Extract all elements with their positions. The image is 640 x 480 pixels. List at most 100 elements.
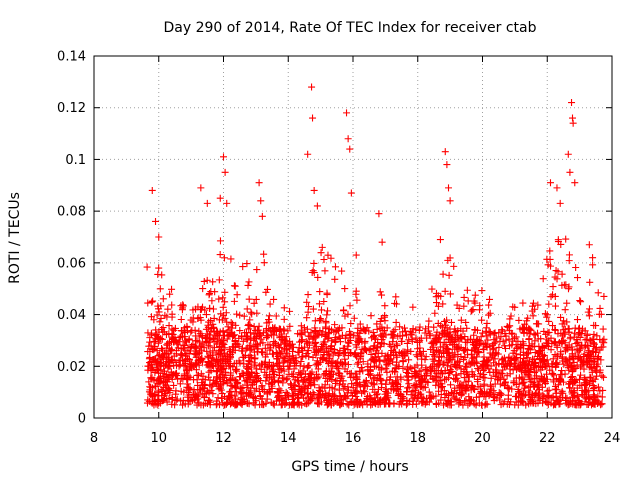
data-point	[297, 337, 305, 345]
data-point	[356, 367, 364, 375]
data-point	[392, 387, 400, 395]
data-point	[292, 359, 300, 367]
data-point	[383, 324, 391, 332]
data-point	[592, 397, 600, 405]
data-point	[488, 351, 496, 359]
data-point	[526, 368, 534, 376]
data-point	[527, 393, 535, 401]
data-point	[303, 314, 311, 322]
data-point	[199, 358, 207, 366]
data-point	[572, 340, 580, 348]
data-point	[296, 371, 304, 379]
data-point	[560, 337, 568, 345]
data-point	[331, 321, 339, 329]
data-point	[409, 397, 417, 405]
data-point	[289, 372, 297, 380]
data-point	[272, 342, 280, 350]
data-point	[330, 328, 338, 336]
data-point	[367, 312, 375, 320]
data-point	[314, 360, 322, 368]
data-point	[527, 326, 535, 334]
data-point	[577, 371, 585, 379]
data-point	[443, 324, 451, 332]
data-point	[399, 364, 407, 372]
data-point	[429, 340, 437, 348]
data-point	[576, 297, 584, 305]
data-point	[246, 322, 254, 330]
data-point	[255, 322, 263, 330]
data-point	[564, 325, 572, 333]
data-point	[168, 394, 176, 402]
data-point	[183, 355, 191, 363]
data-point	[505, 335, 513, 343]
data-point	[438, 323, 446, 331]
data-point	[455, 343, 463, 351]
data-point	[468, 381, 476, 389]
data-point	[575, 325, 583, 333]
data-point	[565, 384, 573, 392]
data-point	[197, 184, 205, 192]
data-point	[416, 344, 424, 352]
data-point	[476, 383, 484, 391]
data-point	[234, 400, 242, 408]
data-point	[578, 357, 586, 365]
data-point	[296, 362, 304, 370]
data-point	[316, 288, 324, 296]
data-point	[376, 342, 384, 350]
data-point	[487, 362, 495, 370]
data-point	[347, 373, 355, 381]
data-point	[243, 305, 251, 313]
data-point	[451, 395, 459, 403]
data-point	[480, 370, 488, 378]
data-point	[570, 389, 578, 397]
data-point	[324, 377, 332, 385]
data-point	[520, 378, 528, 386]
data-point	[459, 346, 467, 354]
data-point	[304, 308, 312, 316]
data-point	[149, 355, 157, 363]
data-point	[236, 311, 244, 319]
data-point	[316, 327, 324, 335]
data-point	[586, 336, 594, 344]
data-point	[569, 379, 577, 387]
data-point	[270, 331, 278, 339]
data-point	[225, 377, 233, 385]
data-point	[149, 297, 157, 305]
data-point	[197, 370, 205, 378]
data-point	[333, 364, 341, 372]
data-point	[545, 393, 553, 401]
data-point	[164, 339, 172, 347]
data-point	[506, 360, 514, 368]
data-point	[495, 343, 503, 351]
data-point	[423, 334, 431, 342]
data-point	[502, 332, 510, 340]
data-point	[375, 397, 383, 405]
data-point	[373, 344, 381, 352]
data-point	[283, 346, 291, 354]
data-point	[575, 341, 583, 349]
data-point	[168, 357, 176, 365]
data-point	[247, 369, 255, 377]
data-point	[317, 316, 325, 324]
data-point	[574, 274, 582, 282]
data-point	[583, 335, 591, 343]
data-point	[308, 83, 316, 91]
data-point	[465, 373, 473, 381]
data-point	[240, 312, 248, 320]
data-point	[428, 285, 436, 293]
data-point	[295, 401, 303, 409]
data-point	[514, 343, 522, 351]
data-point	[304, 291, 312, 299]
data-point	[501, 398, 509, 406]
data-point	[385, 340, 393, 348]
data-point	[561, 370, 569, 378]
data-point	[310, 333, 318, 341]
data-point	[401, 327, 409, 335]
data-point	[417, 350, 425, 358]
data-point	[329, 350, 337, 358]
data-point	[338, 267, 346, 275]
data-point	[446, 197, 454, 205]
data-point	[559, 389, 567, 397]
data-point	[206, 335, 214, 343]
data-point	[498, 326, 506, 334]
